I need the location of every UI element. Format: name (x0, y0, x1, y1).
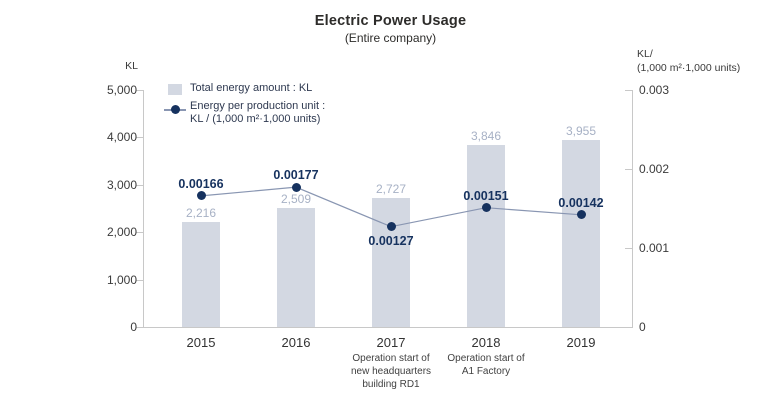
x-axis-label-2017: 2017 (376, 335, 406, 350)
x-axis-label-2015: 2015 (186, 335, 216, 350)
bar-value-label: 2,509 (280, 192, 312, 207)
left-axis-tick (136, 232, 143, 234)
right-axis-line (632, 90, 633, 327)
bar-2018 (467, 144, 505, 327)
bar-value-label: 3,846 (470, 128, 502, 143)
annotation-2017: Operation start of new headquarters buildi… (350, 353, 432, 390)
bar-2016 (277, 208, 315, 327)
left-axis-tick-label: 1,000 (106, 272, 137, 287)
bar-value-label: 2,727 (375, 181, 407, 196)
bar-value-label: 3,955 (565, 123, 597, 138)
right-axis-unit: KL/ (1,000 m²·1,000 units) (637, 47, 781, 75)
left-axis-tick-label: 4,000 (106, 130, 137, 145)
right-axis-tick (625, 248, 632, 249)
right-axis-tick-label: 0.002 (639, 162, 670, 176)
x-axis-line (143, 327, 633, 328)
right-axis-tick-label: 0.003 (639, 83, 670, 97)
left-axis-tick-label: 2,000 (106, 225, 137, 240)
left-axis-unit: KL (125, 60, 138, 72)
left-axis-tick-label: 3,000 (106, 177, 137, 192)
left-axis-tick-label: 0 (130, 320, 137, 334)
point-value-label: 0.00151 (463, 188, 509, 203)
left-axis-tick-label: 5,000 (106, 83, 137, 97)
chart-title: Electric Power Usage (314, 13, 467, 29)
chart-subtitle: (Entire company) (344, 31, 437, 45)
point-value-label: 0.00142 (558, 195, 604, 210)
line-marker-icon (164, 105, 186, 114)
point-value-label: 0.00166 (178, 176, 224, 191)
point-value-label: 0.00177 (273, 168, 319, 183)
right-axis-tick (625, 169, 632, 170)
left-axis-tick (136, 90, 143, 91)
legend-line-label: Energy per production unit : KL / (1,000… (190, 99, 326, 126)
bar-value-label: 2,216 (185, 205, 217, 220)
right-axis-tick-label: 0 (639, 320, 646, 334)
x-axis-label-2019: 2019 (566, 335, 596, 350)
right-axis-unit-line2: (1,000 m²·1,000 units) (637, 62, 741, 74)
x-axis-label-2016: 2016 (281, 335, 311, 350)
legend-item-bar: Total energy amount : KL (164, 82, 325, 96)
bar-2019 (562, 139, 600, 327)
data-point-2015 (196, 191, 206, 201)
bar-swatch-icon (168, 84, 182, 95)
legend-bar-label: Total energy amount : KL (190, 82, 313, 94)
data-point-2016 (291, 182, 301, 192)
left-axis-tick (136, 137, 143, 139)
right-axis-tick (625, 90, 632, 91)
data-point-2019 (576, 210, 586, 220)
data-point-2018 (481, 203, 491, 213)
left-axis-tick (136, 279, 143, 281)
right-axis-tick-label: 0.001 (639, 241, 670, 255)
legend-item-line: Energy per production unit : KL / (1,000… (164, 100, 325, 127)
data-point-2017 (386, 222, 396, 232)
annotation-2018: Operation start of A1 Factory (447, 353, 525, 377)
left-axis-tick (136, 327, 143, 328)
right-axis-tick (625, 327, 632, 328)
left-axis-line (143, 90, 144, 327)
bar-2017 (372, 197, 410, 327)
legend: Total energy amount : KL Energy per prod… (164, 82, 325, 131)
left-axis-tick (136, 184, 143, 186)
bar-2015 (182, 221, 220, 327)
x-axis-label-2018: 2018 (471, 335, 501, 350)
right-axis-unit-line1: KL/ (637, 48, 653, 60)
point-value-label: 0.00127 (368, 233, 414, 248)
